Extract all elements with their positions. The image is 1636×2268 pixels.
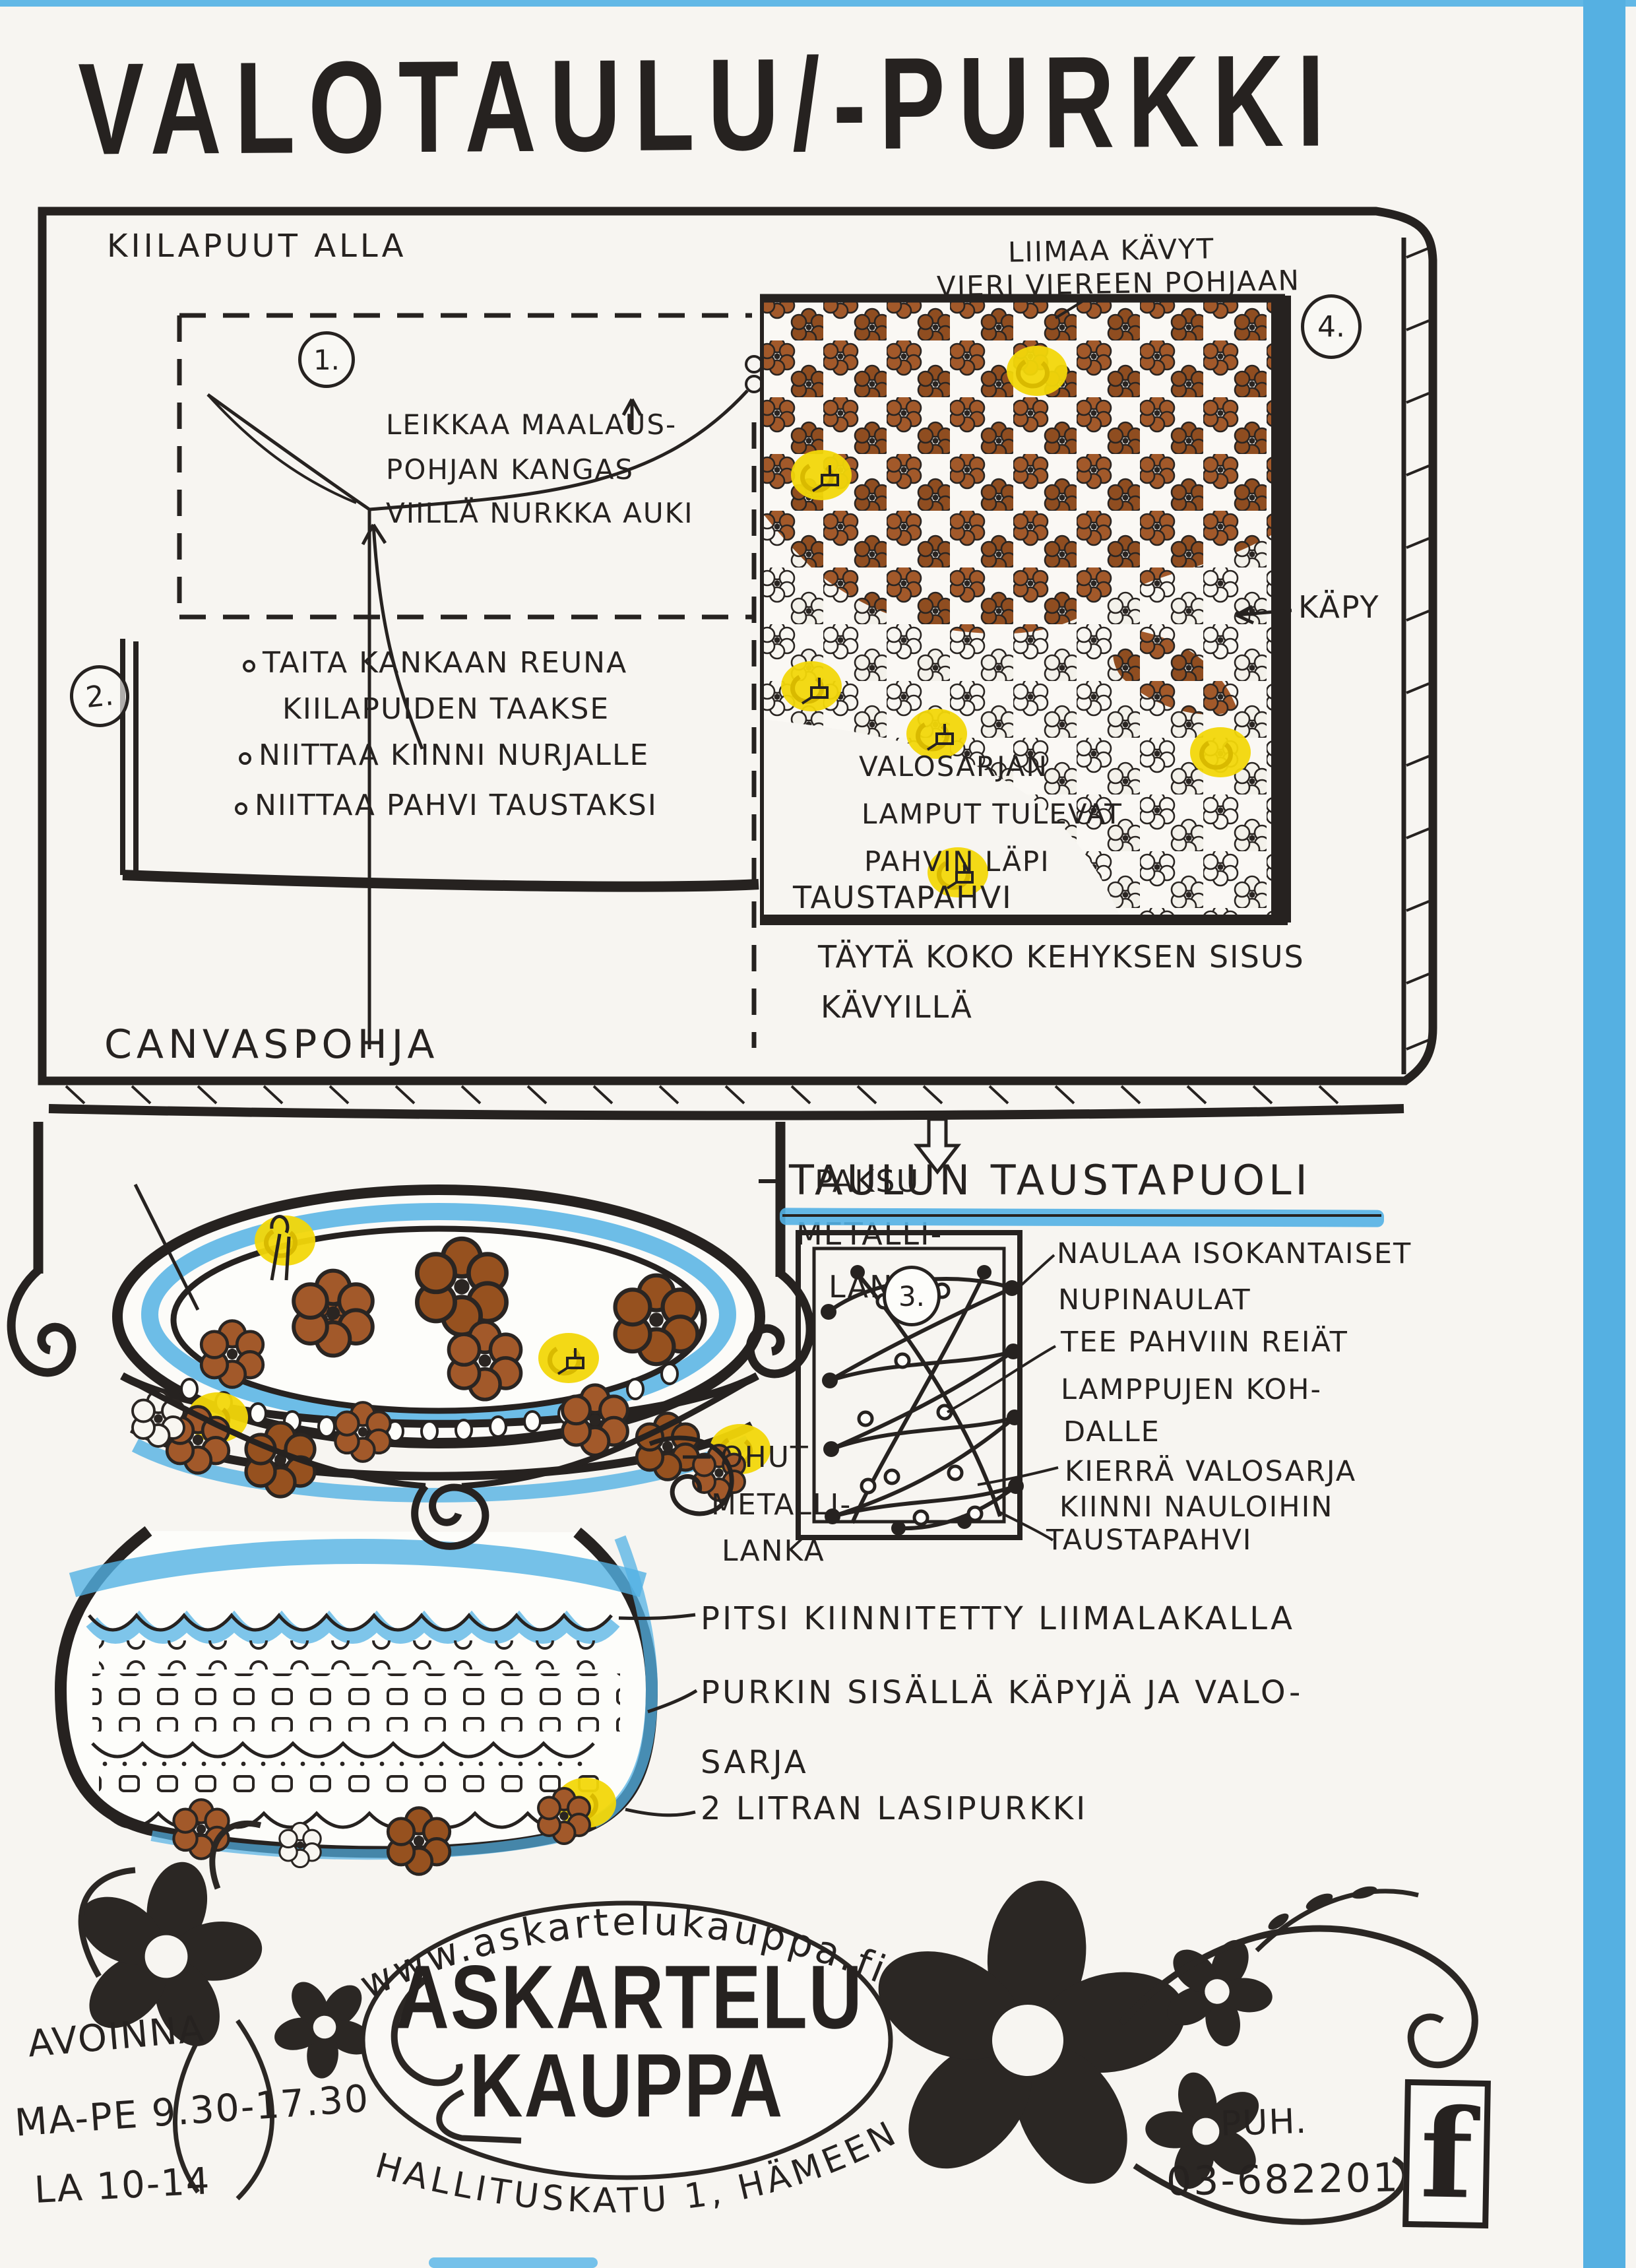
phone-label: PUH.	[1219, 2101, 1309, 2145]
contents-note-line1: PURKIN SISÄLLÄ KÄPYJÄ JA VALO-	[701, 1674, 1304, 1711]
step2-bullet1-line2: KIILAPUIDEN TAAKSE	[282, 692, 610, 726]
lamps-note-line3: PAHVIN LÄPI	[864, 845, 1050, 878]
step2-bullet3: NIITTAA PAHVI TAUSTAKSI	[255, 789, 658, 822]
glue-note-line1: LIIMAA KÄVYT	[1007, 232, 1215, 269]
backing-board-label: TAUSTAPAHVI	[793, 880, 1013, 915]
step3-number: 3.	[883, 1266, 941, 1326]
bullet-dot	[243, 660, 255, 672]
hours-saturday: LA 10-14	[33, 2160, 212, 2212]
lamps-note-line1: VALOSARJAN	[859, 750, 1048, 783]
heading-underline	[782, 1214, 1381, 1217]
logo-oval	[360, 1900, 893, 2180]
step1-line2: POHJAN KANGAS	[386, 453, 635, 486]
back-board-label: TAUSTAPAHVI	[1046, 1524, 1253, 1557]
pinecone-label: KÄPY	[1298, 589, 1380, 625]
thin-wire-label-line3: LANKA	[722, 1534, 825, 1568]
step1-line3: VIILLÄ NURKKA AUKI	[386, 497, 694, 529]
holes-note-line2: LAMPPUJEN KOH-	[1061, 1373, 1323, 1406]
lamps-note-line2: LAMPUT TULEVAT	[862, 798, 1123, 830]
nails-note-line2: NUPINAULAT	[1058, 1283, 1251, 1316]
step1-number: 1.	[298, 331, 355, 388]
holes-note-line1: TEE PAHVIIN REIÄT	[1061, 1326, 1348, 1359]
logo-line1: ASKARTELU	[396, 1947, 864, 2048]
nails-note-line1: NAULAA ISOKANTAISET	[1057, 1237, 1412, 1270]
arrow-down-icon	[913, 1117, 962, 1175]
canvas-base-label: CANVASPOHJA	[104, 1021, 439, 1068]
frame-corner-label: KIILAPUUT ALLA	[107, 228, 407, 265]
logo-line2: KAUPPA	[469, 2035, 784, 2136]
thick-wire-label-line1: PAKSU	[815, 1163, 920, 1199]
step1-line1: LEIKKAA MAALAUS-	[386, 408, 677, 441]
bullet-dot	[239, 752, 251, 765]
thin-wire-label-line2: METALLI-	[711, 1488, 852, 1522]
thin-wire-label-line1: OHUT	[720, 1441, 809, 1474]
holes-note-line3: DALLE	[1063, 1415, 1160, 1448]
phone-number: 03-6822013	[1166, 2154, 1428, 2205]
facebook-icon: f	[1402, 2079, 1491, 2229]
canvas-flower-field	[760, 294, 1292, 925]
fill-note-line2: KÄVYILLÄ	[821, 989, 973, 1025]
glue-note-line2: VIERI VIEREEN POHJAAN	[936, 264, 1301, 303]
page-title: VALOTAULU/-PURKKI	[77, 26, 1338, 182]
lace-note: PITSI KIINNITETTY LIIMALAKALLA	[701, 1600, 1295, 1637]
step4-number: 4.	[1301, 294, 1362, 359]
step2-bullet1-line1: TAITA KANKAAN REUNA	[263, 646, 628, 680]
bullet-dot	[235, 802, 247, 815]
heading-highlight	[779, 1208, 1385, 1227]
back-heading: TAULUN TAUSTAPUOLI	[789, 1156, 1311, 1204]
jar-drawing	[7, 1122, 815, 1874]
wrap-note-line1: KIERRÄ VALOSARJA	[1065, 1455, 1357, 1488]
fill-note-line1: TÄYTÄ KOKO KEHYKSEN SISUS	[818, 939, 1305, 975]
contents-note-line2: SARJA	[701, 1744, 809, 1781]
step2-bullet2: NIITTAA KIINNI NURJALLE	[259, 738, 650, 772]
frame-drawing	[38, 207, 1437, 1120]
jar-size-note: 2 LITRAN LASIPURKKI	[701, 1790, 1088, 1827]
wrap-note-line2: KIINNI NAULOIHIN	[1059, 1491, 1334, 1524]
back-diagram	[618, 1230, 1059, 1817]
